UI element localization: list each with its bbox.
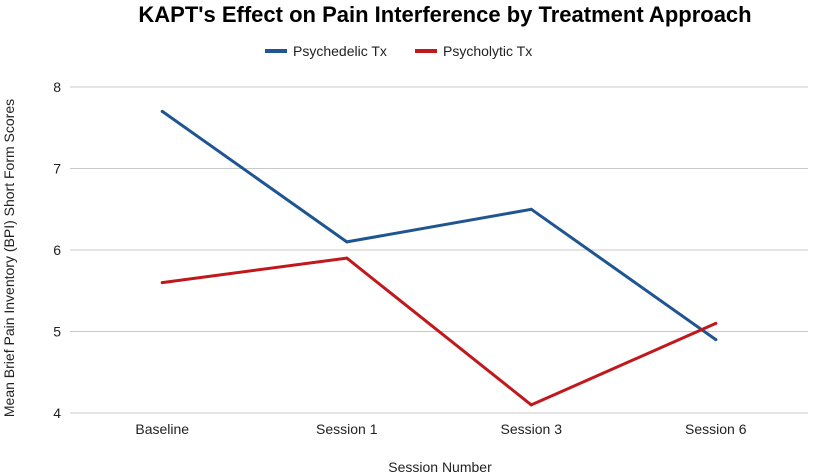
data-point-s1-3 [714, 321, 718, 325]
y-tick-label: 4 [53, 405, 61, 421]
y-tick-label: 8 [53, 79, 61, 95]
x-tick-label: Session 6 [685, 421, 747, 437]
y-tick-label: 7 [53, 161, 61, 177]
chart-title: KAPT's Effect on Pain Interference by Tr… [138, 2, 751, 27]
x-tick-label: Session 1 [316, 421, 378, 437]
y-tick-label: 5 [53, 324, 61, 340]
legend: Psychedelic Tx Psycholytic Tx [265, 43, 532, 59]
series-line-psychedelic-tx [160, 109, 718, 342]
data-point-s1-2 [529, 403, 533, 407]
data-point-s0-2 [529, 207, 533, 211]
data-point-s1-0 [160, 281, 164, 285]
y-axis-title: Mean Brief Pain Inventory (BPI) Short Fo… [1, 99, 17, 417]
y-axis-ticks: 4 5 6 7 8 [53, 79, 61, 421]
legend-label-psycholytic: Psycholytic Tx [443, 43, 532, 59]
data-point-s0-1 [345, 240, 349, 244]
x-tick-label: Baseline [135, 421, 189, 437]
series-lines [160, 109, 718, 407]
x-axis-ticks: Baseline Session 1 Session 3 Session 6 [135, 421, 746, 437]
y-tick-label: 6 [53, 242, 61, 258]
data-point-s0-3 [714, 338, 718, 342]
data-point-s1-1 [345, 256, 349, 260]
data-point-s0-0 [160, 109, 164, 113]
gridlines [70, 86, 808, 414]
x-tick-label: Session 3 [501, 421, 563, 437]
x-axis-title: Session Number [388, 459, 492, 475]
series-line-psycholytic-tx [160, 256, 718, 407]
legend-label-psychedelic: Psychedelic Tx [293, 43, 387, 59]
